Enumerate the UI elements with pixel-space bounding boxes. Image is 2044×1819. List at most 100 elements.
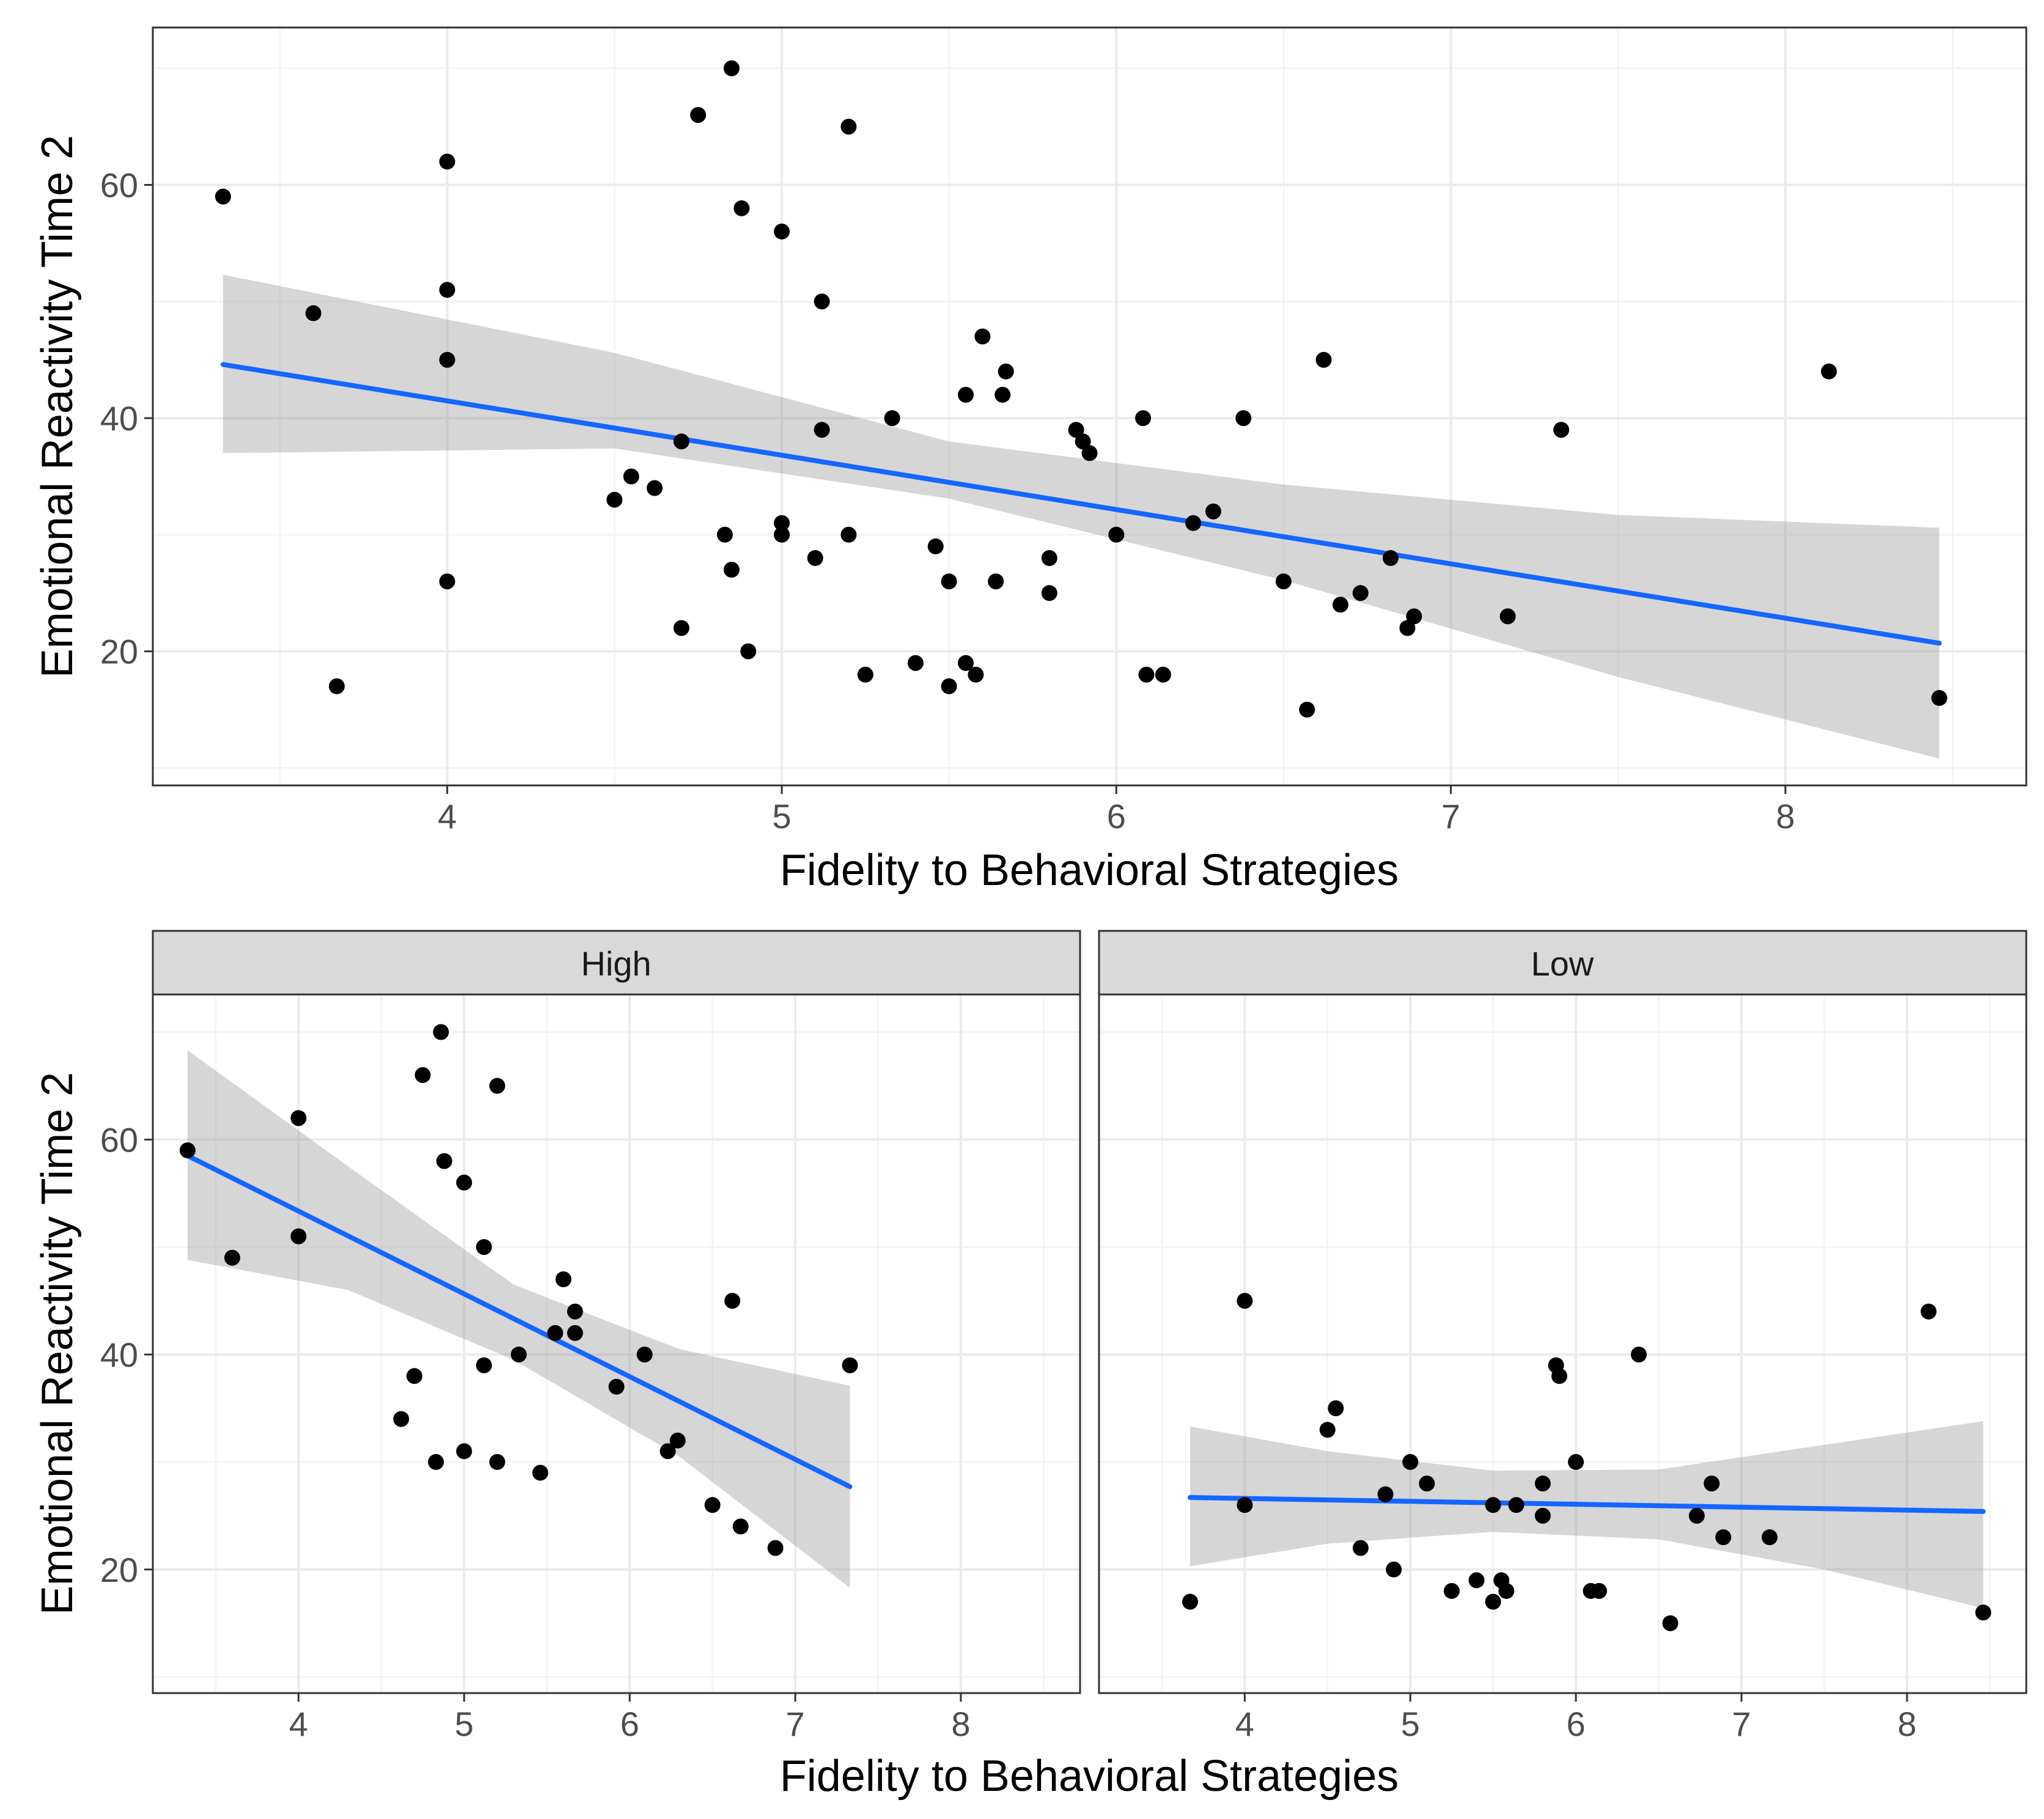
data-point (1568, 1453, 1584, 1470)
data-point (1551, 1368, 1568, 1384)
data-point (669, 1432, 686, 1449)
data-point (774, 515, 790, 531)
data-point (436, 1153, 452, 1169)
regression-line (185, 1153, 853, 1490)
high-y-ticks: 20 40 60 (100, 1120, 153, 1589)
data-point (433, 1024, 449, 1040)
data-point (1182, 1593, 1198, 1610)
data-point (814, 422, 830, 438)
data-point (1535, 1475, 1551, 1492)
data-point (1081, 445, 1098, 461)
top-y-axis-title: Emotional Reactivity Time 2 (33, 135, 82, 678)
data-point (1921, 1303, 1937, 1320)
data-point (489, 1078, 505, 1094)
data-point (1041, 550, 1057, 566)
data-point (907, 655, 924, 671)
data-point (1762, 1529, 1778, 1545)
data-point (547, 1325, 564, 1341)
top-confidence-band (222, 274, 1939, 759)
data-point (1419, 1475, 1435, 1492)
data-point (623, 468, 639, 485)
data-point (1386, 1561, 1402, 1578)
data-point (1237, 1293, 1253, 1309)
data-point (1591, 1582, 1608, 1599)
data-point (456, 1174, 472, 1191)
data-point (439, 573, 455, 590)
data-point (807, 550, 823, 566)
low-strip-label: Low (1531, 944, 1594, 983)
data-point (994, 386, 1011, 403)
top-x-axis-title: Fidelity to Behavioral Strategies (780, 846, 1399, 895)
top-points (215, 60, 1947, 718)
data-point (510, 1347, 527, 1363)
data-point (884, 410, 900, 427)
data-point (456, 1443, 472, 1460)
data-point (1508, 1497, 1524, 1513)
data-point (1377, 1486, 1394, 1502)
x-tick-label: 6 (1567, 1705, 1586, 1743)
data-point (767, 1540, 784, 1556)
data-point (723, 60, 740, 76)
data-point (1352, 585, 1369, 601)
y-tick-label: 20 (100, 633, 138, 671)
data-point (1353, 1540, 1369, 1556)
data-point (660, 1443, 676, 1460)
bottom-y-axis-title: Emotional Reactivity Time 2 (33, 1072, 82, 1615)
x-tick-label: 5 (772, 797, 791, 836)
x-tick-label: 5 (1401, 1705, 1420, 1743)
data-point (673, 620, 689, 636)
data-point (732, 1518, 749, 1535)
data-point (1485, 1497, 1501, 1513)
data-point (958, 386, 974, 403)
data-point (673, 433, 689, 450)
data-point (224, 1249, 240, 1266)
data-point (1662, 1615, 1678, 1631)
low-confidence-band (1190, 1421, 1983, 1609)
high-fit-line (185, 1153, 853, 1490)
data-point (606, 491, 623, 508)
x-tick-label: 7 (785, 1705, 804, 1743)
y-tick-label: 40 (100, 399, 138, 438)
data-point (941, 678, 957, 694)
x-tick-label: 8 (1897, 1705, 1916, 1743)
data-point (1468, 1572, 1485, 1589)
y-tick-label: 40 (100, 1336, 138, 1374)
data-point (716, 526, 733, 543)
data-point (1498, 1582, 1515, 1599)
data-point (476, 1357, 492, 1373)
data-point (1402, 1453, 1419, 1470)
data-point (941, 573, 957, 590)
x-tick-label: 4 (1235, 1705, 1254, 1743)
data-point (290, 1110, 307, 1126)
confidence-band (222, 274, 1939, 759)
data-point (1135, 410, 1152, 427)
data-point (690, 107, 707, 123)
data-point (1535, 1507, 1551, 1524)
data-point (814, 293, 830, 310)
x-tick-label: 8 (951, 1705, 970, 1743)
bottom-x-axis-title: Fidelity to Behavioral Strategies (780, 1752, 1399, 1801)
high-x-ticks: 4 5 6 7 8 (289, 1693, 971, 1743)
data-point (532, 1464, 548, 1481)
data-point (329, 678, 345, 694)
x-tick-label: 7 (1732, 1705, 1751, 1743)
data-point (733, 200, 750, 216)
data-point (439, 282, 455, 298)
x-tick-label: 5 (455, 1705, 474, 1743)
data-point (290, 1228, 307, 1244)
data-point (1108, 526, 1125, 543)
x-tick-label: 8 (1776, 797, 1795, 836)
data-point (958, 655, 974, 671)
low-fit-line (1187, 1494, 1986, 1514)
data-point (1235, 410, 1252, 427)
data-point (840, 119, 857, 135)
data-point (1444, 1582, 1460, 1599)
data-point (723, 562, 740, 578)
data-point (974, 328, 991, 345)
data-point (842, 1357, 858, 1373)
data-point (567, 1325, 583, 1341)
y-tick-label: 60 (100, 166, 138, 205)
data-point (567, 1303, 583, 1320)
data-point (1406, 608, 1422, 625)
